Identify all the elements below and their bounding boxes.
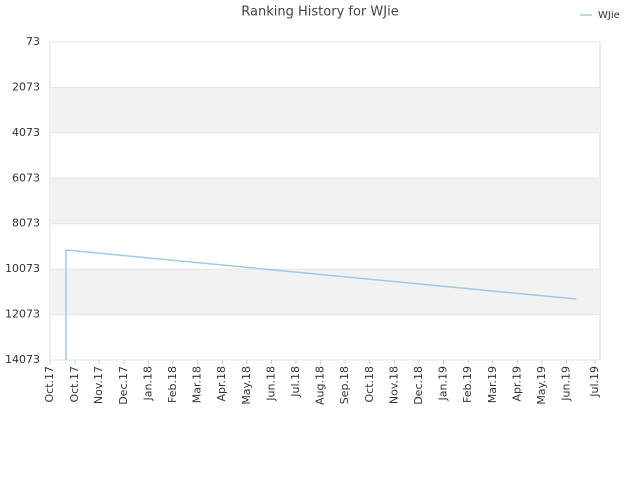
x-tick-label: Aug.18	[314, 366, 327, 405]
x-tick-label: Nov.18	[387, 366, 400, 404]
x-tick-label: Feb.19	[461, 366, 474, 403]
x-tick-label: Jul.18	[289, 366, 302, 398]
series-line	[65, 249, 577, 360]
y-tick-label: 10073	[5, 262, 40, 275]
x-tick-label: Nov.17	[92, 366, 105, 404]
x-tick-label: Mar.19	[486, 366, 499, 403]
x-tick-label: Jun.18	[264, 366, 277, 402]
y-tick-label: 6073	[12, 171, 40, 184]
x-tick-label: Apr.19	[510, 366, 523, 402]
x-tick-label: Jan.19	[437, 366, 450, 401]
chart-title: Ranking History for WJie	[241, 5, 398, 20]
y-tick-label: 14073	[5, 353, 40, 366]
x-tick-label: Oct.18	[363, 366, 376, 403]
x-tick-label: Mar.18	[191, 366, 204, 403]
y-tick-label: 2073	[12, 80, 40, 93]
x-tick-label: Jul.19	[588, 366, 601, 398]
x-tick-label: Apr.18	[215, 366, 228, 402]
x-tick-label: Dec.17	[117, 366, 130, 405]
y-tick-label: 8073	[12, 217, 40, 230]
x-tick-label: Oct.17	[68, 366, 81, 403]
x-tick-label: Jun.19	[560, 366, 573, 402]
x-tick-label: Jan.18	[141, 366, 154, 401]
x-tick-label: May.18	[240, 366, 253, 405]
legend-label: WJie	[598, 10, 620, 21]
y-tick-label: 12073	[5, 308, 40, 321]
grid-band	[50, 269, 600, 315]
y-tick-label: 4073	[12, 126, 40, 139]
x-tick-label: Oct.17	[43, 366, 56, 403]
x-tick-label: Dec.18	[412, 366, 425, 405]
x-tick-label: May.19	[535, 366, 548, 405]
grid-band	[50, 178, 600, 224]
x-tick-label: Feb.18	[166, 366, 179, 403]
y-tick-label: 73	[26, 35, 40, 48]
grid-band	[50, 87, 600, 133]
x-tick-label: Sep.18	[338, 366, 351, 404]
